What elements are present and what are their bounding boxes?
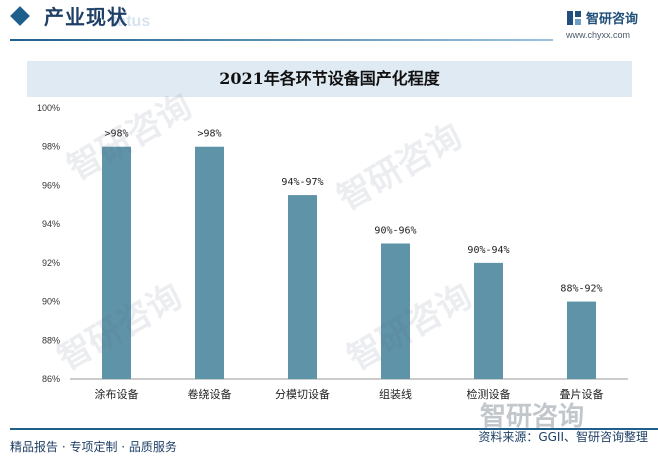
data-label: 90%-96% xyxy=(374,226,416,237)
logo-icon xyxy=(567,10,581,25)
bar xyxy=(567,301,596,379)
bar xyxy=(381,243,410,379)
data-label: 94%-97% xyxy=(281,177,323,188)
x-tick-label: 分模切设备 xyxy=(275,387,330,401)
y-tick-label: 98% xyxy=(42,142,60,152)
header: tatus 产业现状 xyxy=(0,0,658,44)
data-label: 90%-94% xyxy=(467,245,509,256)
bar xyxy=(195,146,224,379)
header-divider xyxy=(10,39,553,41)
y-tick-label: 100% xyxy=(37,103,60,113)
bar xyxy=(288,195,317,379)
x-tick-label: 卷绕设备 xyxy=(188,387,232,401)
y-tick-label: 94% xyxy=(42,219,60,229)
chart-title: 2021年各环节设备国产化程度 xyxy=(219,69,440,88)
y-tick-label: 90% xyxy=(42,297,60,307)
page-title: 产业现状 xyxy=(44,5,128,29)
logo-url: www.chyxx.com xyxy=(566,30,631,40)
x-tick-label: 叠片设备 xyxy=(560,387,604,401)
header-ghost-text: tatus xyxy=(112,13,151,30)
logo-text: 智研咨询 xyxy=(586,12,639,27)
source-note: 资料来源：GGII、智研咨询整理 xyxy=(478,430,648,444)
bar xyxy=(102,146,131,379)
footer-tagline: 精品报告 · 专项定制 · 品质服务 xyxy=(10,440,177,454)
y-tick-label: 96% xyxy=(42,180,60,190)
brand-logo: 智研咨询 xyxy=(566,8,638,27)
footer-divider xyxy=(10,428,658,430)
y-tick-label: 86% xyxy=(42,374,60,384)
chart-title-band: 2021年各环节设备国产化程度 xyxy=(27,61,632,97)
y-tick-label: 92% xyxy=(42,258,60,268)
bar xyxy=(474,262,503,379)
data-label: >98% xyxy=(197,129,221,140)
x-tick-label: 检测设备 xyxy=(467,387,511,401)
data-label: 88%-92% xyxy=(560,284,602,295)
data-label: >98% xyxy=(104,129,128,140)
y-tick-label: 88% xyxy=(42,335,60,345)
x-tick-label: 组装线 xyxy=(379,387,412,401)
x-tick-label: 涂布设备 xyxy=(95,387,139,401)
